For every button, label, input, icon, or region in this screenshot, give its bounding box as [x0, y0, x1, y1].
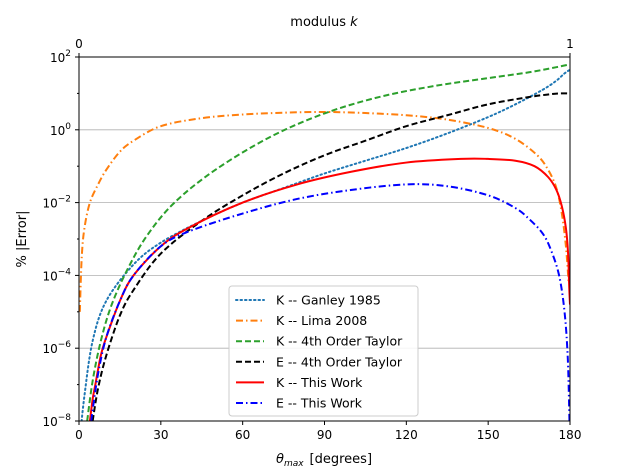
series-line-1	[79, 110, 570, 312]
legend: K -- Ganley 1985 K -- Lima 2008 K -- 4th O…	[228, 285, 419, 417]
y-axis-label: % |Error|	[15, 211, 30, 268]
x-tick-label: 90	[317, 428, 332, 442]
y-tick-label: 10−4	[42, 267, 71, 283]
series-layer	[79, 63, 570, 421]
legend-label-0: K -- Ganley 1985	[276, 293, 381, 308]
series-line-0	[80, 68, 570, 421]
legend-label-2: K -- 4th Order Taylor	[276, 334, 403, 349]
x-tick-label: 0	[75, 428, 83, 442]
y-tick-label: 100	[50, 122, 71, 138]
top-axis-title: modulus k	[290, 15, 358, 30]
legend-label-4: K -- This Work	[276, 375, 363, 390]
x-axis-label: θmax [degrees]	[276, 452, 372, 469]
tick-layer: 10−8 10−6 10−4 10−2 100 102 0 30 60 90 120 150 180	[42, 49, 581, 442]
top-tick-label-1: 1	[566, 37, 574, 51]
legend-box	[228, 285, 419, 417]
x-tick-label: 60	[235, 428, 250, 442]
x-tick-label: 150	[477, 428, 500, 442]
legend-label-3: E -- 4th Order Taylor	[276, 354, 403, 369]
series-line-5	[90, 183, 570, 421]
y-tick-label: 10−6	[42, 340, 71, 356]
grid-layer	[79, 129, 570, 349]
legend-label-5: E -- This Work	[276, 396, 363, 411]
top-tick-label-0: 0	[75, 37, 83, 51]
x-tick-label: 30	[153, 428, 168, 442]
legend-label-1: K -- Lima 2008	[276, 313, 367, 328]
x-tick-label: 120	[395, 428, 418, 442]
y-tick-label: 10−2	[42, 195, 71, 211]
series-line-3	[91, 92, 570, 421]
series-line-2	[86, 63, 570, 421]
x-tick-label: 180	[559, 428, 582, 442]
y-tick-label: 10−8	[42, 413, 71, 429]
y-tick-label: 102	[50, 49, 71, 65]
